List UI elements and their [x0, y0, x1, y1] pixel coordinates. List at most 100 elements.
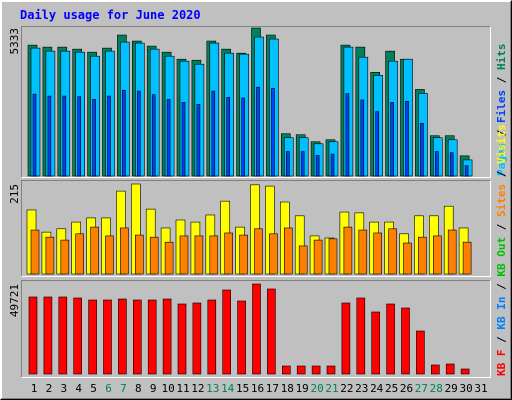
bar — [207, 299, 217, 375]
bar — [416, 330, 425, 375]
x-tick-label: 24 — [370, 382, 384, 395]
legend-entry: Hits — [495, 44, 508, 71]
bar — [403, 242, 412, 275]
legend-entry: Files — [495, 90, 508, 123]
bar — [133, 299, 142, 375]
y-tick-label: 215 — [8, 184, 21, 204]
x-tick-label: 29 — [445, 382, 458, 395]
bar — [296, 365, 306, 375]
bar — [420, 122, 424, 177]
bar — [388, 228, 397, 275]
x-tick-label: 20 — [310, 382, 323, 395]
bar — [328, 238, 338, 275]
bar — [462, 241, 472, 275]
bar — [330, 153, 335, 177]
x-tick-label: 13 — [206, 382, 219, 395]
x-tick-label: 21 — [325, 382, 338, 395]
x-tick-label: 14 — [221, 382, 235, 395]
x-tick-label: 6 — [105, 382, 112, 395]
x-tick-label: 27 — [415, 382, 428, 395]
x-tick-label: 11 — [176, 382, 189, 395]
x-tick-label: 17 — [266, 382, 279, 395]
bar — [226, 97, 230, 177]
x-tick-label: 8 — [135, 382, 142, 395]
x-tick-label: 10 — [161, 382, 174, 395]
chart-title: Daily usage for June 2020 — [20, 8, 201, 22]
bar — [373, 232, 383, 275]
bar — [464, 165, 469, 177]
x-tick-label: 28 — [430, 382, 443, 395]
bar — [179, 235, 189, 275]
bar — [137, 90, 141, 177]
bar — [194, 235, 204, 275]
bar — [360, 99, 365, 177]
bar — [241, 97, 245, 177]
x-tick-label: 18 — [281, 382, 294, 395]
bar — [283, 227, 293, 275]
bar — [401, 307, 410, 375]
bar — [254, 228, 263, 275]
bar — [256, 86, 260, 177]
legend-entry: Sites — [495, 184, 508, 217]
bar — [28, 296, 38, 375]
panel-edge — [21, 26, 491, 178]
bar — [271, 88, 275, 177]
bar — [118, 298, 127, 375]
x-tick-label: 23 — [355, 382, 368, 395]
bar — [358, 229, 368, 275]
bar — [147, 299, 157, 375]
x-tick-label: 5 — [90, 382, 97, 395]
bar — [390, 102, 394, 177]
legend-separator: / — [495, 217, 508, 237]
bar — [162, 298, 172, 375]
bar — [60, 239, 70, 275]
bar — [135, 234, 144, 275]
bar — [371, 311, 381, 375]
x-tick-label: 16 — [251, 382, 264, 395]
bar — [449, 152, 454, 177]
bar — [375, 111, 380, 177]
x-tick-label: 3 — [60, 382, 67, 395]
bar — [58, 296, 68, 375]
bar — [105, 235, 114, 275]
x-tick-label: 22 — [340, 382, 353, 395]
bar — [285, 151, 290, 177]
bar — [252, 283, 261, 375]
bar — [281, 365, 291, 375]
legend-entry: KB In — [495, 297, 508, 330]
bar — [73, 297, 82, 375]
x-tick-label: 31 — [474, 382, 487, 395]
x-tick-label: 15 — [236, 382, 249, 395]
panel-edge — [21, 280, 491, 378]
bar — [343, 226, 353, 275]
panel-edge — [21, 180, 491, 277]
legend-entry: Pages — [495, 143, 508, 176]
bar — [237, 300, 246, 375]
bar — [430, 364, 440, 375]
x-tick-label: 1 — [31, 382, 38, 395]
bar — [434, 151, 439, 177]
bar — [164, 241, 174, 275]
legend-separator: / — [495, 330, 508, 350]
bar — [62, 95, 67, 177]
bar — [269, 233, 278, 275]
x-tick-label: 19 — [296, 382, 309, 395]
bar — [224, 232, 233, 275]
bar — [92, 99, 96, 177]
legend-separator: / — [495, 277, 508, 297]
bar — [267, 288, 276, 375]
bar — [122, 89, 126, 177]
bar — [166, 99, 171, 177]
x-tick-label: 12 — [191, 382, 204, 395]
legend-separator: / — [495, 123, 508, 143]
bar — [326, 365, 336, 375]
legend-separator: / — [495, 164, 508, 184]
bar — [460, 368, 470, 375]
bar — [298, 245, 308, 275]
bar — [177, 303, 187, 375]
legend: KB F / KB In / KB Out / Sites / Visits — [495, 124, 508, 376]
y-tick-label: 49721 — [8, 284, 21, 317]
